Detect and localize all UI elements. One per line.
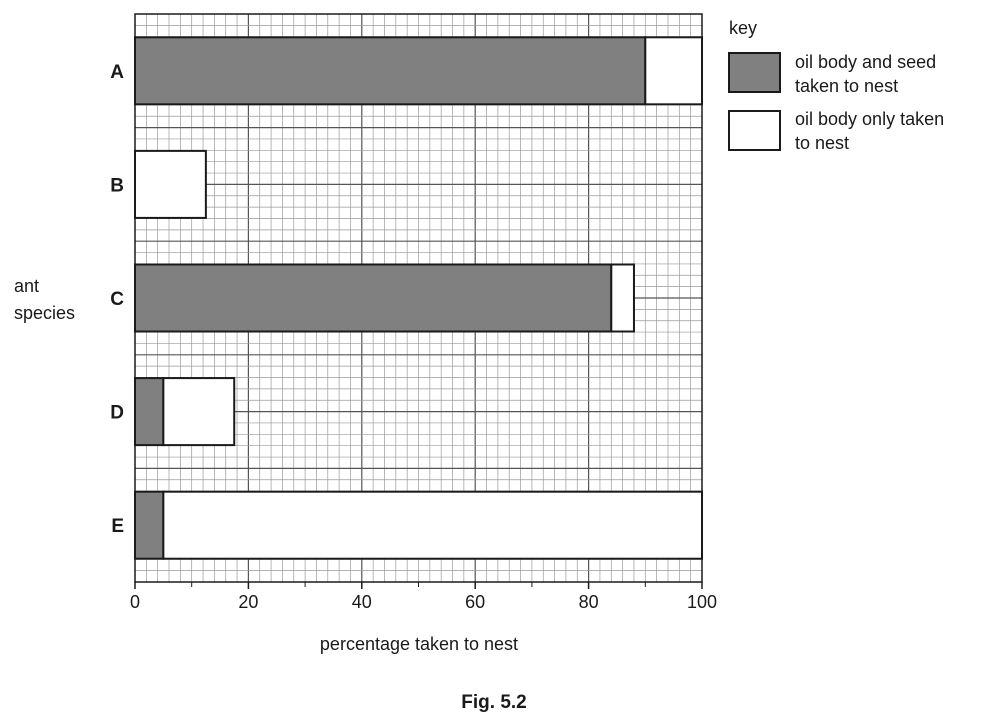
figure-caption: Fig. 5.2 bbox=[461, 692, 526, 713]
axes: 0 20 40 60 80 100 bbox=[130, 582, 717, 612]
legend-label-oil-only-line-2: to nest bbox=[795, 133, 849, 153]
category-label-d: D bbox=[110, 403, 124, 424]
x-tick-label-100: 100 bbox=[687, 592, 717, 612]
x-tick-label-20: 20 bbox=[238, 592, 258, 612]
legend-label-seed-line-2: taken to nest bbox=[795, 76, 898, 96]
x-tick-label-80: 80 bbox=[579, 592, 599, 612]
legend-swatch-oil-only bbox=[728, 110, 781, 151]
category-label-e: E bbox=[111, 516, 124, 537]
category-label-a: A bbox=[110, 62, 124, 83]
legend-label-seed-line-1: oil body and seed bbox=[795, 52, 936, 72]
bar-d-oil-only bbox=[162, 377, 236, 447]
category-label-b: B bbox=[110, 175, 124, 196]
legend-swatch-seed bbox=[728, 52, 781, 93]
bar-d-seed bbox=[134, 377, 165, 447]
category-label-c: C bbox=[110, 289, 124, 310]
legend-title: key bbox=[729, 18, 757, 38]
bar-b-oil-only bbox=[134, 149, 207, 219]
legend-label-oil-only-line-1: oil body only taken bbox=[795, 109, 944, 129]
bar-a-seed bbox=[134, 36, 647, 106]
y-axis-title-line-2: species bbox=[14, 303, 75, 323]
bar-c-oil-only bbox=[610, 263, 635, 333]
bars: A B C D E bbox=[110, 36, 704, 560]
legend: key oil body and seed taken to nest oil … bbox=[728, 18, 944, 153]
x-tick-label-0: 0 bbox=[130, 592, 140, 612]
x-axis-title: percentage taken to nest bbox=[320, 634, 518, 654]
x-tick-label-40: 40 bbox=[352, 592, 372, 612]
bar-e-oil-only bbox=[162, 490, 704, 560]
y-axis-title-line-1: ant bbox=[14, 276, 39, 296]
bar-e-seed bbox=[134, 490, 165, 560]
bar-a-oil-only bbox=[644, 36, 703, 106]
bar-c-seed bbox=[134, 263, 613, 333]
x-tick-label-60: 60 bbox=[465, 592, 485, 612]
